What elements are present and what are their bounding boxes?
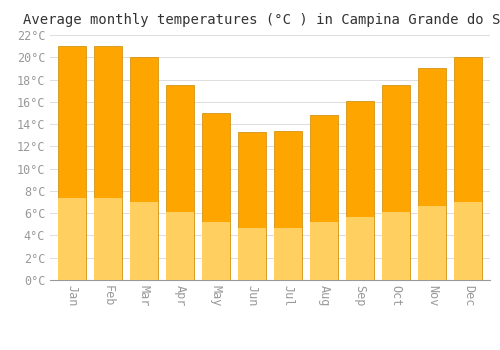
Bar	[454, 202, 482, 280]
Bar	[346, 101, 374, 280]
Bar	[130, 57, 158, 280]
Bar	[94, 46, 122, 280]
Bar	[166, 212, 194, 280]
Bar	[346, 217, 374, 280]
Bar	[130, 202, 158, 280]
Bar	[310, 115, 338, 280]
Bar	[166, 85, 194, 280]
Bar	[58, 46, 86, 280]
Bar	[202, 113, 230, 280]
Bar	[418, 206, 446, 280]
Title: Average monthly temperatures (°C ) in Campina Grande do Sul: Average monthly temperatures (°C ) in Ca…	[23, 13, 500, 27]
Bar	[310, 222, 338, 280]
Bar	[238, 132, 266, 280]
Bar	[382, 212, 410, 280]
Bar	[58, 198, 86, 280]
Bar	[202, 222, 230, 280]
Bar	[274, 228, 302, 280]
Bar	[94, 198, 122, 280]
Bar	[238, 228, 266, 280]
Bar	[418, 68, 446, 280]
Bar	[454, 57, 482, 280]
Bar	[382, 85, 410, 280]
Bar	[274, 131, 302, 280]
